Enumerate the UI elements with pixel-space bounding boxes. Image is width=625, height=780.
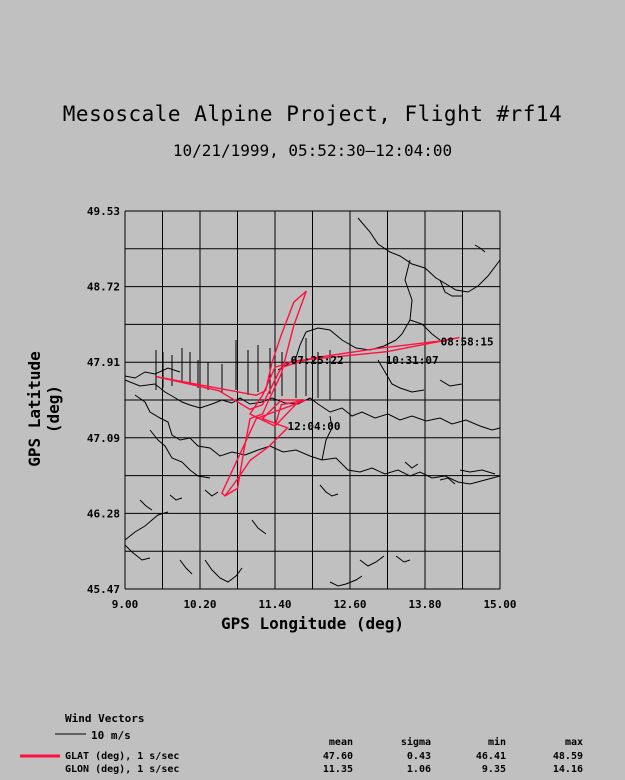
flight-track [156,290,460,497]
stat-header-mean: mean [328,737,353,748]
y-tick-label: 47.91 [87,356,120,369]
boundary-line [439,477,456,485]
glat-min: 46.41 [475,751,506,762]
boundary-line [329,575,363,587]
y-axis-label: GPS Latitude (deg) [25,351,63,467]
boundary-line [124,367,181,379]
glon-mean: 11.35 [322,764,353,775]
wind-vectors-title: Wind Vectors [65,712,145,725]
glat-sigma: 0.43 [406,751,431,762]
boundary-line [204,489,219,497]
y-tick-label: 49.53 [87,205,120,218]
y-tick-label: 46.28 [87,507,120,520]
glon-max: 14.16 [552,764,583,775]
x-tick-label: 9.00 [112,598,139,611]
boundary-line [377,359,425,393]
stat-header-max: max [564,737,583,748]
boundary-line [139,499,153,511]
wind-scale-label: 10 m/s [91,729,131,742]
stat-header-sigma: sigma [400,737,431,748]
boundary-line [359,555,385,567]
boundary-line [149,429,211,479]
boundary-line [404,461,419,469]
page-title: Mesoscale Alpine Project, Flight #rf14 [62,102,563,126]
glat-mean: 47.60 [322,751,353,762]
boundary-line [251,519,267,535]
boundary-line [439,279,462,297]
x-tick-label: 15.00 [483,598,516,611]
boundary-line [474,244,486,253]
boundary-line [124,511,169,541]
boundary-line [124,544,151,561]
boundary-line [357,217,501,293]
time-annotation: 12:04:00 [288,420,341,433]
time-annotation: 08:58:15 [441,335,494,348]
row-label-glon: GLON (deg), 1 s/sec [65,764,180,775]
geographic-boundaries [124,217,501,587]
flight-track-line [156,290,460,497]
time-annotation: 07:25:22 [291,354,344,367]
stat-header-min: min [487,737,506,748]
x-tick-label: 13.80 [408,598,441,611]
boundary-line [409,319,441,341]
boundary-line [244,445,501,485]
row-label-glat: GLAT (deg), 1 s/sec [65,751,180,762]
grid [124,210,501,590]
x-axis-label: GPS Longitude (deg) [220,614,405,633]
y-tick-label: 47.09 [87,432,120,445]
legend-graphics [20,733,86,758]
glon-sigma: 1.06 [406,764,431,775]
time-annotation: 10:31:07 [386,354,439,367]
boundary-line [317,403,501,431]
y-tick-label: 45.47 [87,583,120,596]
boundary-line [179,559,193,575]
boundary-line [395,259,413,341]
boundary-line [395,555,411,563]
axis-ticks: 9.00 10.20 11.40 12.60 13.80 15.00 49.53 48.72 4… [87,205,517,611]
boundary-line [204,559,243,583]
page-subtitle: 10/21/1999, 05:52:30–12:04:00 [172,141,453,160]
x-tick-label: 11.40 [258,598,291,611]
x-tick-label: 10.20 [183,598,216,611]
boundary-line [134,394,246,457]
boundary-line [169,494,183,501]
boundary-line [319,484,339,497]
boundary-line [321,415,333,461]
boundary-line [305,327,397,351]
glon-min: 9.35 [481,764,506,775]
boundary-line [124,379,233,409]
boundary-line [459,469,496,475]
x-tick-label: 12.60 [333,598,366,611]
y-tick-label: 48.72 [87,281,120,294]
glat-max: 48.59 [552,751,583,762]
boundary-line [439,379,463,387]
